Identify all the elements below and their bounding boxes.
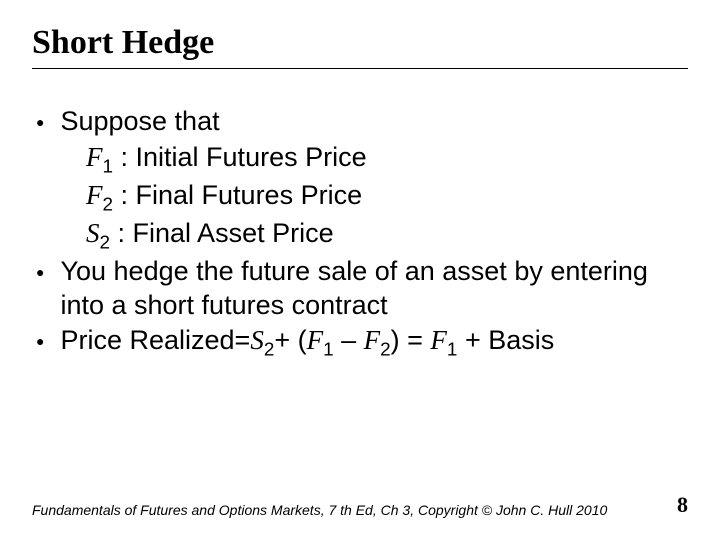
definition-text: : Initial Futures Price xyxy=(113,142,367,172)
definition-line: F2 : Final Futures Price xyxy=(86,179,688,217)
math-symbol: F xyxy=(86,180,103,210)
definition-text: : Final Asset Price xyxy=(110,218,334,248)
formula-text: + ( xyxy=(274,325,306,355)
bullet-icon: ● xyxy=(36,265,44,279)
bullet-item: ● You hedge the future sale of an asset … xyxy=(36,255,688,323)
definition-text: : Final Futures Price xyxy=(113,180,362,210)
math-symbol: F xyxy=(86,142,103,172)
title-underline xyxy=(32,68,688,69)
page-number: 8 xyxy=(677,492,688,518)
formula-text: ) = xyxy=(391,325,431,355)
bullet-text: You hedge the future sale of an asset by… xyxy=(60,255,688,323)
subscript: 1 xyxy=(447,340,458,361)
subscript: 2 xyxy=(100,232,111,253)
math-symbol: F xyxy=(307,325,324,355)
math-symbol: F xyxy=(364,325,381,355)
math-symbol: S xyxy=(86,218,100,248)
subscript: 1 xyxy=(103,156,114,177)
definition-line: F1 : Initial Futures Price xyxy=(86,141,688,179)
slide: Short Hedge ● Suppose that F1 : Initial … xyxy=(0,0,720,540)
formula-line: Price Realized=S2+ (F1 – F2) = F1 + Basi… xyxy=(60,324,688,362)
slide-footer: Fundamentals of Futures and Options Mark… xyxy=(32,492,688,518)
definition-list: F1 : Initial Futures Price F2 : Final Fu… xyxy=(36,141,688,255)
slide-title: Short Hedge xyxy=(32,24,688,62)
slide-body: ● Suppose that F1 : Initial Futures Pric… xyxy=(32,105,688,362)
math-symbol: F xyxy=(430,325,447,355)
formula-text: + Basis xyxy=(457,325,554,355)
subscript: 2 xyxy=(264,340,275,361)
bullet-icon: ● xyxy=(36,115,44,129)
subscript: 2 xyxy=(380,340,391,361)
subscript: 2 xyxy=(103,194,114,215)
formula-prefix: Price Realized= xyxy=(60,325,250,355)
bullet-item: ● Price Realized=S2+ (F1 – F2) = F1 + Ba… xyxy=(36,324,688,362)
footer-note: Fundamentals of Futures and Options Mark… xyxy=(32,502,607,518)
bullet-text: Suppose that xyxy=(60,105,688,139)
definition-line: S2 : Final Asset Price xyxy=(86,217,688,255)
bullet-icon: ● xyxy=(36,334,44,348)
bullet-item: ● Suppose that xyxy=(36,105,688,139)
math-symbol: S xyxy=(250,325,264,355)
subscript: 1 xyxy=(323,340,334,361)
formula-text: – xyxy=(334,325,364,355)
